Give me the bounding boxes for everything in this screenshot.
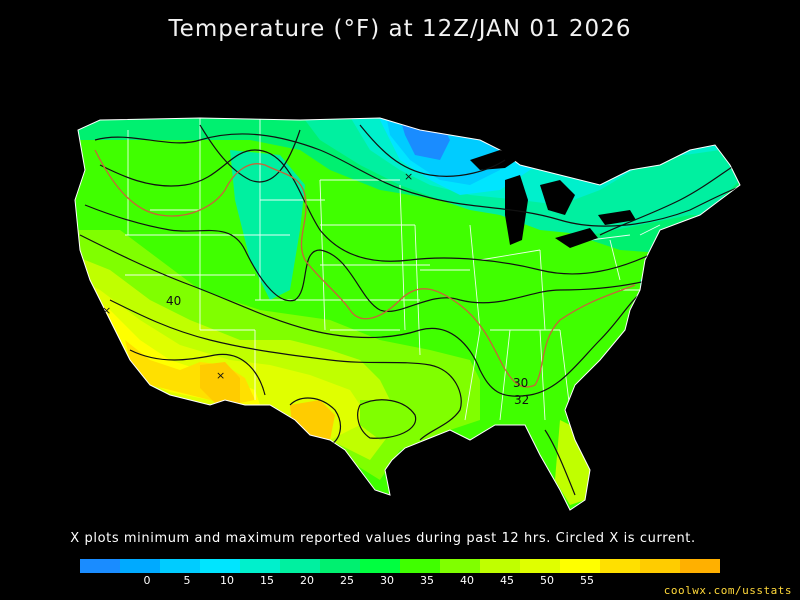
- us-outline: [74, 117, 741, 511]
- legend-swatch: [80, 559, 120, 573]
- legend-swatch: [240, 559, 280, 573]
- legend-tick-label: 45: [500, 574, 514, 587]
- legend-tick-label: 20: [300, 574, 314, 587]
- legend-ticks: 0 5 10 15 20 25 30 35 40 45 50 55: [80, 574, 720, 588]
- state-borders: [125, 118, 661, 421]
- legend-swatch: [440, 559, 480, 573]
- legend-swatch: [640, 559, 680, 573]
- freezing-line: [94, 149, 636, 388]
- legend-swatch: [600, 559, 640, 573]
- legend-swatch: [360, 559, 400, 573]
- legend-swatch: [160, 559, 200, 573]
- legend-tick-label: 0: [143, 574, 151, 587]
- contour-label-32: 32: [514, 393, 529, 407]
- extreme-marker-southwest: ×: [216, 369, 225, 382]
- contour-label-40: 40: [166, 294, 181, 308]
- great-lakes: [470, 150, 636, 248]
- temperature-fill: [75, 118, 740, 510]
- legend-swatch: [680, 559, 720, 573]
- legend-swatch: [120, 559, 160, 573]
- legend-swatch: [560, 559, 600, 573]
- legend-tick-label: 25: [340, 574, 354, 587]
- isotherm-contours: [79, 124, 740, 496]
- extreme-marker-west: ×: [102, 304, 111, 317]
- contour-label-30: 30: [513, 376, 528, 390]
- legend-swatch: [280, 559, 320, 573]
- legend-tick-label: 15: [260, 574, 274, 587]
- legend-tick-label: 35: [420, 574, 434, 587]
- legend-swatch: [520, 559, 560, 573]
- legend-tick-label: 50: [540, 574, 554, 587]
- color-legend: [80, 559, 720, 573]
- site-credit: coolwx.com/usstats: [663, 584, 792, 597]
- legend-tick-label: 10: [220, 574, 234, 587]
- legend-swatch: [200, 559, 240, 573]
- extreme-marker-north: ×: [404, 170, 413, 183]
- legend-tick-label: 55: [580, 574, 594, 587]
- legend-tick-label: 30: [380, 574, 394, 587]
- legend-tick-label: 40: [460, 574, 474, 587]
- legend-swatch: [480, 559, 520, 573]
- legend-tick-label: 5: [183, 574, 191, 587]
- legend-swatch: [320, 559, 360, 573]
- legend-swatch: [400, 559, 440, 573]
- map-title: Temperature (°F) at 12Z/JAN 01 2026: [168, 16, 632, 42]
- map-caption: X plots minimum and maximum reported val…: [70, 531, 696, 546]
